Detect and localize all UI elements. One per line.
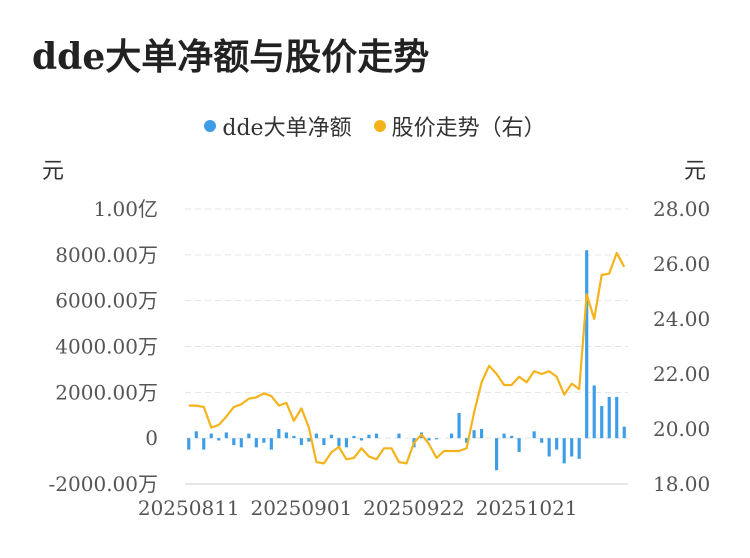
legend-label-price: 股价走势（右） (391, 116, 546, 141)
right-axis-ticks: 28.00 26.00 24.00 22.00 20.00 18.00 (653, 197, 710, 496)
dde-bar (464, 438, 469, 443)
right-tick-label: 20.00 (653, 417, 710, 441)
dde-bars (187, 250, 626, 471)
dde-bar (510, 435, 514, 439)
dde-bar (472, 430, 476, 439)
left-tick-label: 8000.00万 (55, 243, 158, 267)
dde-bar (187, 438, 191, 450)
legend-label-dde: dde大单净额 (222, 116, 352, 141)
dde-bar (284, 432, 288, 439)
dde-bar (397, 433, 401, 439)
dde-bar (607, 396, 611, 439)
dde-bar (502, 433, 506, 439)
x-tick-label: 20250811 (138, 496, 240, 520)
dde-bar (562, 438, 566, 464)
dde-bar (224, 432, 228, 439)
left-tick-label: -2000.00万 (49, 472, 158, 496)
left-axis-unit: 元 (42, 159, 64, 184)
dde-bar (277, 429, 281, 439)
dde-bar (209, 433, 213, 439)
dde-bar (344, 438, 349, 448)
dde-bar (367, 434, 371, 439)
dde-bar (600, 406, 604, 439)
left-tick-label: 2000.00万 (55, 380, 158, 404)
dde-bar (359, 438, 364, 441)
right-tick-label: 22.00 (653, 362, 710, 386)
dde-bar (570, 438, 574, 457)
dde-bar (555, 438, 559, 450)
legend-dot-line-icon (373, 120, 386, 132)
dde-bar (314, 433, 318, 439)
right-axis-unit: 元 (684, 159, 706, 184)
dde-bar (457, 412, 461, 439)
dde-bar (547, 438, 551, 457)
price-line (188, 251, 626, 465)
x-tick-label: 20250922 (363, 496, 465, 520)
legend-dot-bar-icon (204, 120, 217, 132)
dde-bar (322, 438, 326, 446)
x-axis-ticks: 20250811 20250901 20250922 20251021 (138, 496, 578, 520)
dde-bar (292, 435, 296, 439)
right-tick-label: 26.00 (653, 252, 710, 276)
dde-bar (194, 431, 198, 439)
left-tick-label: 0 (145, 426, 158, 450)
x-tick-label: 20251021 (476, 496, 578, 520)
dde-bar (517, 438, 521, 452)
dde-bar (269, 438, 273, 450)
legend-item-price[interactable]: 股价走势（右） (373, 110, 546, 142)
dde-bar (577, 438, 581, 459)
right-tick-label: 28.00 (653, 197, 710, 221)
left-tick-label: 1.00亿 (93, 197, 158, 221)
dde-bar (352, 435, 356, 439)
dde-bar (495, 438, 499, 471)
dde-bar (622, 426, 626, 439)
x-tick-label: 20250901 (250, 496, 352, 520)
dde-bar (480, 429, 484, 439)
dde-bar (299, 438, 303, 446)
dde-bar (329, 434, 333, 439)
dde-bar (202, 438, 206, 450)
dde-bar (449, 433, 454, 439)
left-tick-label: 6000.00万 (55, 289, 158, 313)
dde-bar (434, 438, 439, 440)
dde-bar (307, 438, 311, 442)
dde-bar (232, 438, 236, 446)
right-tick-label: 18.00 (653, 472, 710, 496)
left-tick-label: 4000.00万 (55, 335, 158, 359)
chart-title: dde大单净额与股价走势 (32, 36, 430, 78)
dde-bar (262, 438, 266, 443)
dde-bar (592, 385, 596, 439)
left-axis-ticks: 1.00亿 8000.00万 6000.00万 4000.00万 2000.00万 0 -2… (49, 197, 158, 496)
dde-bar (585, 250, 589, 439)
dde-bar (615, 396, 619, 439)
dde-bar (532, 431, 536, 439)
grid-lines (185, 208, 628, 485)
dde-bar (239, 438, 243, 448)
right-tick-label: 24.00 (653, 307, 710, 331)
legend-item-dde[interactable]: dde大单净额 (204, 110, 352, 142)
dde-bar (217, 438, 221, 441)
dde-bar (337, 438, 341, 447)
dde-bar (247, 433, 251, 439)
legend: dde大单净额 股价走势（右） (0, 110, 750, 142)
dde-bar (540, 438, 544, 443)
dde-bar (254, 438, 258, 448)
dde-bar (427, 438, 431, 441)
dde-bar (374, 433, 379, 439)
price-series-line (188, 251, 626, 465)
